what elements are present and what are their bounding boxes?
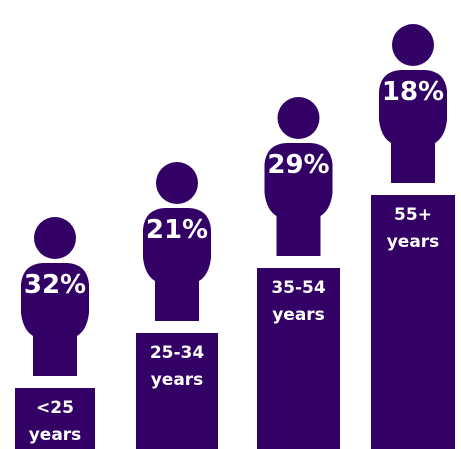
bar-2 — [257, 268, 340, 449]
value-label-0: 32% — [24, 270, 86, 300]
category-label-2-0: 35-54 — [271, 278, 326, 298]
category-label-1-0: 25-34 — [150, 343, 205, 363]
category-label-1-1: years — [151, 370, 204, 390]
bar-0 — [15, 388, 95, 449]
category-label-3-0: 55+ — [394, 205, 432, 225]
person-head-3 — [392, 24, 434, 66]
person-body-2 — [264, 143, 333, 256]
bar-3 — [371, 195, 455, 449]
person-head-2 — [277, 97, 320, 139]
category-label-2-1: years — [272, 305, 325, 325]
value-label-2: 29% — [267, 150, 329, 180]
category-label-0-0: <25 — [36, 398, 74, 418]
category-label-0-1: years — [29, 425, 82, 445]
value-label-3: 18% — [382, 77, 444, 107]
value-label-1: 21% — [146, 215, 208, 245]
person-body-0 — [21, 263, 89, 376]
person-head-0 — [34, 217, 76, 259]
category-label-3-1: years — [387, 232, 440, 252]
person-head-1 — [156, 162, 198, 204]
person-body-1 — [143, 208, 211, 321]
person-body-3 — [379, 70, 447, 183]
bar-1 — [136, 333, 218, 449]
